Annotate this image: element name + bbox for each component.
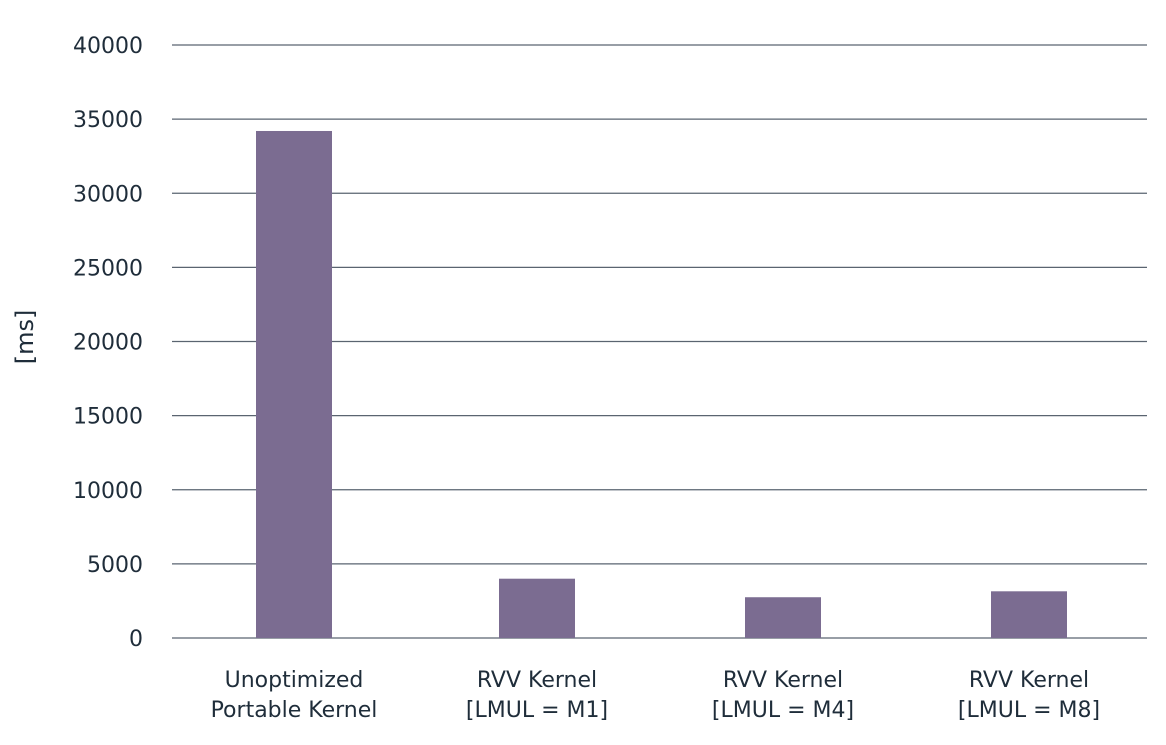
y-tick-label: 20000 [73,331,143,356]
y-axis-ticks: 0 5000 10000 15000 20000 25000 30000 35000 40000 [73,34,143,652]
x-category-label-line: RVV Kernel [723,668,843,693]
y-tick-label: 10000 [73,479,143,504]
bar-4 [991,591,1067,638]
y-tick-label: 25000 [73,256,143,281]
x-category-label-line: RVV Kernel [477,668,597,693]
x-category-label-line: [LMUL = M1] [466,698,608,723]
bar-3 [745,597,821,638]
x-category-label: RVV Kernel [LMUL = M4] [712,668,854,723]
y-axis-label: [ms] [11,310,39,365]
x-category-label-line: [LMUL = M4] [712,698,854,723]
x-category-label: Unoptimized Portable Kernel [211,668,378,723]
bars [256,130,1067,639]
y-tick-label: 40000 [73,34,143,59]
bar-2 [499,578,575,638]
y-tick-label: 35000 [73,108,143,133]
y-tick-label: 5000 [87,553,143,578]
y-tick-label: 0 [129,627,143,652]
x-category-label-line: Unoptimized [225,668,364,693]
bar-1 [256,130,332,639]
x-axis-labels: Unoptimized Portable Kernel RVV Kernel [LMU… [211,668,1101,723]
x-category-label-line: Portable Kernel [211,698,378,723]
x-category-label-line: RVV Kernel [969,668,1089,693]
y-tick-label: 15000 [73,405,143,430]
gridlines [172,44,1147,639]
x-category-label-line: [LMUL = M8] [958,698,1100,723]
y-tick-label: 30000 [73,182,143,207]
x-category-label: RVV Kernel [LMUL = M8] [958,668,1100,723]
x-category-label: RVV Kernel [LMUL = M1] [466,668,608,723]
